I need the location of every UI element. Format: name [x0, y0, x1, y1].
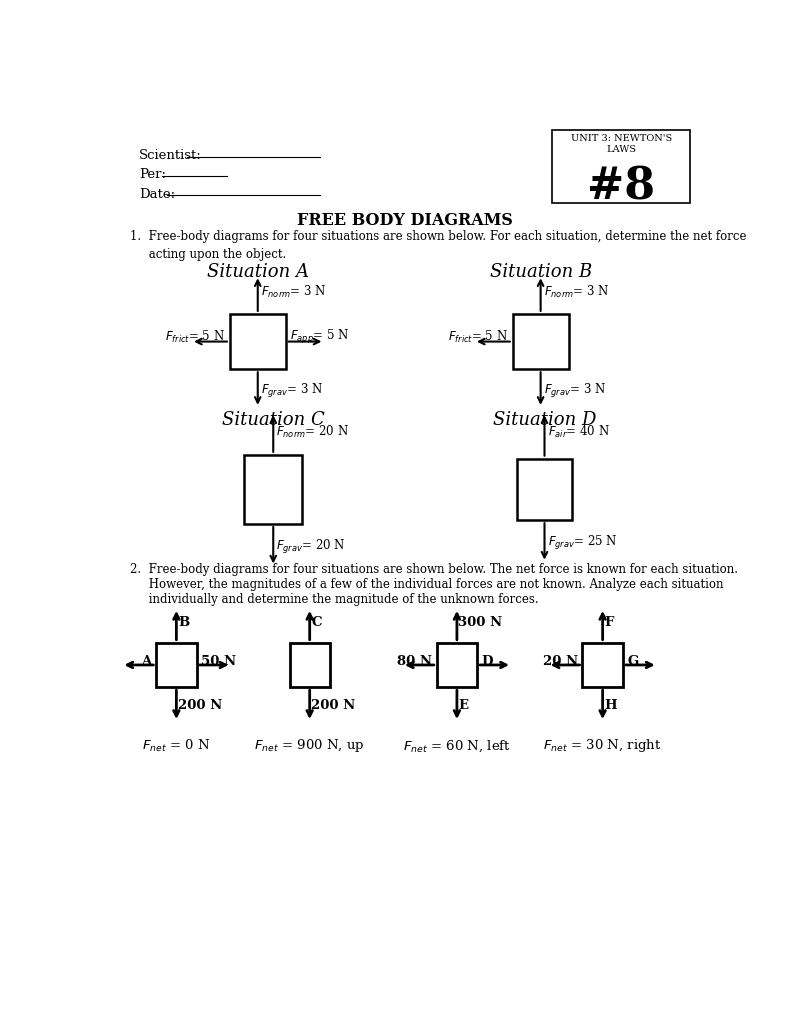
- Text: 50 N: 50 N: [201, 654, 237, 668]
- Bar: [582, 643, 623, 687]
- Text: B: B: [178, 616, 189, 629]
- Text: Scientist:: Scientist:: [139, 150, 202, 162]
- Text: $F_{norm}$= 3 N: $F_{norm}$= 3 N: [261, 285, 326, 300]
- Text: 200 N: 200 N: [178, 699, 222, 713]
- Bar: [157, 643, 196, 687]
- Text: Situation A: Situation A: [206, 263, 308, 281]
- Text: Situation C: Situation C: [221, 411, 324, 429]
- Bar: [437, 643, 477, 687]
- Text: $F_{grav}$= 3 N: $F_{grav}$= 3 N: [543, 382, 606, 399]
- Bar: [552, 130, 691, 203]
- Text: $F_{air}$= 40 N: $F_{air}$= 40 N: [547, 424, 609, 439]
- Bar: [513, 313, 569, 370]
- Bar: [290, 643, 330, 687]
- Text: $F_{frict}$= 5 N: $F_{frict}$= 5 N: [165, 329, 225, 345]
- Bar: [517, 459, 573, 520]
- Text: $F_{net}$ = 900 N, up: $F_{net}$ = 900 N, up: [255, 737, 365, 755]
- Text: $F_{norm}$= 20 N: $F_{norm}$= 20 N: [276, 424, 349, 439]
- Text: H: H: [604, 699, 617, 713]
- Text: #8: #8: [587, 166, 655, 209]
- Bar: [244, 455, 302, 524]
- Text: D: D: [482, 654, 494, 668]
- Text: UNIT 3: NEWTON'S: UNIT 3: NEWTON'S: [570, 134, 672, 142]
- Text: $F_{net}$ = 60 N, left: $F_{net}$ = 60 N, left: [403, 738, 511, 754]
- Text: LAWS: LAWS: [606, 145, 636, 155]
- Text: E: E: [459, 699, 468, 713]
- Text: Date:: Date:: [139, 187, 176, 201]
- Text: $F_{norm}$= 3 N: $F_{norm}$= 3 N: [543, 285, 609, 300]
- Text: $F_{frict}$= 5 N: $F_{frict}$= 5 N: [448, 329, 508, 345]
- Text: C: C: [311, 616, 322, 629]
- Text: F: F: [604, 616, 614, 629]
- Text: A: A: [142, 654, 152, 668]
- Text: Situation D: Situation D: [493, 411, 596, 429]
- Text: 2.  Free-body diagrams for four situations are shown below. The net force is kno: 2. Free-body diagrams for four situation…: [130, 563, 738, 577]
- Text: 200 N: 200 N: [311, 699, 355, 713]
- Text: $F_{grav}$= 20 N: $F_{grav}$= 20 N: [276, 539, 346, 556]
- Text: G: G: [627, 654, 638, 668]
- Text: FREE BODY DIAGRAMS: FREE BODY DIAGRAMS: [297, 212, 513, 229]
- Bar: [230, 313, 286, 370]
- Text: $F_{grav}$= 3 N: $F_{grav}$= 3 N: [261, 382, 323, 399]
- Text: Situation B: Situation B: [490, 263, 592, 281]
- Text: $F_{net}$ = 30 N, right: $F_{net}$ = 30 N, right: [543, 737, 662, 755]
- Text: 300 N: 300 N: [459, 616, 502, 629]
- Text: $F_{app}$= 5 N: $F_{app}$= 5 N: [290, 328, 350, 346]
- Text: However, the magnitudes of a few of the individual forces are not known. Analyze: However, the magnitudes of a few of the …: [130, 578, 724, 591]
- Text: $F_{net}$ = 0 N: $F_{net}$ = 0 N: [142, 737, 210, 754]
- Text: 1.  Free-body diagrams for four situations are shown below. For each situation, : 1. Free-body diagrams for four situation…: [130, 230, 747, 261]
- Text: $F_{grav}$= 25 N: $F_{grav}$= 25 N: [547, 535, 617, 552]
- Text: 80 N: 80 N: [397, 654, 432, 668]
- Text: individually and determine the magnitude of the unknown forces.: individually and determine the magnitude…: [130, 593, 539, 605]
- Text: 20 N: 20 N: [543, 654, 577, 668]
- Text: Per:: Per:: [139, 168, 166, 181]
